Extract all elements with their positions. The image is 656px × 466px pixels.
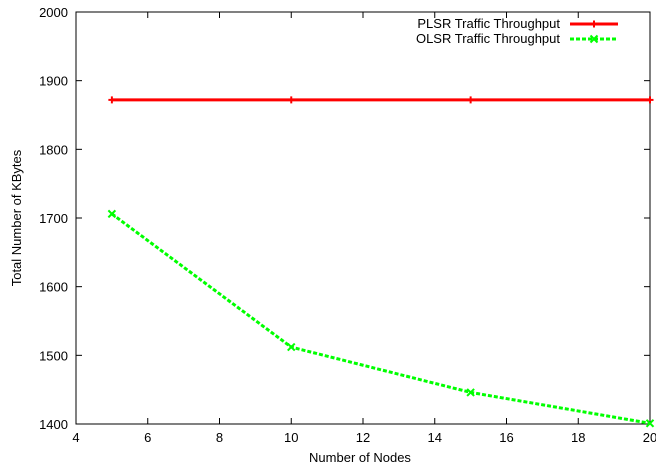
y-tick-label: 1900 bbox=[39, 74, 68, 89]
data-point bbox=[287, 342, 296, 352]
legend-label: PLSR Traffic Throughput bbox=[417, 16, 560, 31]
plot-border bbox=[75, 11, 651, 425]
marker-stroke bbox=[645, 419, 655, 428]
marker-stroke bbox=[107, 209, 117, 219]
x-tick-label: 6 bbox=[144, 430, 151, 445]
series-line bbox=[110, 212, 651, 425]
y-tick-label: 1400 bbox=[39, 417, 68, 432]
y-tick-label: 1600 bbox=[39, 280, 68, 295]
series-2 bbox=[107, 209, 655, 428]
data-point bbox=[108, 96, 116, 104]
x-tick-label: 16 bbox=[499, 430, 513, 445]
y-tick-label: 1800 bbox=[39, 142, 68, 157]
series-layer bbox=[107, 96, 655, 428]
x-tick-label: 18 bbox=[571, 430, 585, 445]
marker-stroke bbox=[466, 388, 475, 397]
x-tick-label: 10 bbox=[284, 430, 298, 445]
y-axis-label: Total Number of KBytes bbox=[9, 149, 24, 286]
legend-marker bbox=[589, 34, 599, 44]
tick-labels: 4 6 8 10 12 14 16 18 20 1400 1500 1600 1700 1800 1900 2… bbox=[39, 5, 656, 445]
data-point bbox=[107, 209, 117, 219]
legend-entry: OLSR Traffic Throughput bbox=[416, 31, 618, 46]
data-point bbox=[646, 96, 654, 104]
x-tick-label: 20 bbox=[643, 430, 656, 445]
data-point bbox=[645, 419, 655, 428]
series-1 bbox=[108, 96, 654, 104]
y-tick-label: 1500 bbox=[39, 348, 68, 363]
x-axis-label: Number of Nodes bbox=[309, 450, 411, 465]
marker-stroke bbox=[589, 34, 599, 44]
legend-label: OLSR Traffic Throughput bbox=[416, 31, 560, 46]
x-tick-label: 8 bbox=[216, 430, 223, 445]
axis-ticks bbox=[75, 11, 651, 425]
data-point bbox=[467, 96, 475, 104]
y-tick-label: 2000 bbox=[39, 5, 68, 20]
y-tick-label: 1700 bbox=[39, 211, 68, 226]
x-tick-label: 14 bbox=[428, 430, 442, 445]
legend-marker bbox=[590, 20, 598, 28]
x-tick-label: 4 bbox=[72, 430, 79, 445]
data-point bbox=[466, 388, 475, 397]
marker-stroke bbox=[287, 342, 296, 352]
x-tick-label: 12 bbox=[356, 430, 370, 445]
legend-entry: PLSR Traffic Throughput bbox=[417, 16, 618, 31]
plot-frame bbox=[75, 11, 651, 425]
data-point bbox=[287, 96, 295, 104]
